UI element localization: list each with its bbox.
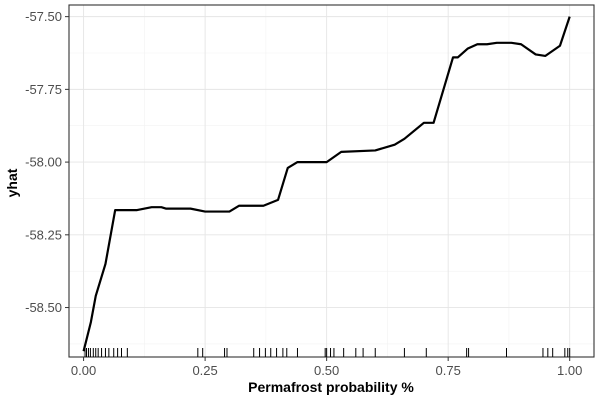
x-tick-label: 0.25	[192, 363, 217, 378]
x-axis-title: Permafrost probability %	[248, 379, 414, 395]
y-tick-label: -58.25	[25, 227, 62, 242]
y-tick-label: -57.50	[25, 9, 62, 24]
series-line	[82, 16, 571, 352]
panel-border	[68, 4, 595, 358]
major-gridlines	[69, 5, 594, 357]
x-tick-label: 0.75	[436, 363, 461, 378]
y-tick-label: -58.00	[25, 155, 62, 170]
y-axis-title: yhat	[4, 168, 20, 197]
rug-marks	[84, 348, 571, 357]
y-tick-label: -58.50	[25, 300, 62, 315]
x-tick-label: 1.00	[557, 363, 582, 378]
y-tick-label: -57.75	[25, 82, 62, 97]
x-tick-label: 0.00	[71, 363, 96, 378]
minor-gridlines	[69, 5, 594, 357]
y-axis-ticks: -57.50 -57.75 -58.00 -58.25 -58.50	[25, 9, 69, 315]
x-axis-ticks: 0.00 0.25 0.50 0.75 1.00	[71, 357, 582, 378]
x-tick-label: 0.50	[314, 363, 339, 378]
